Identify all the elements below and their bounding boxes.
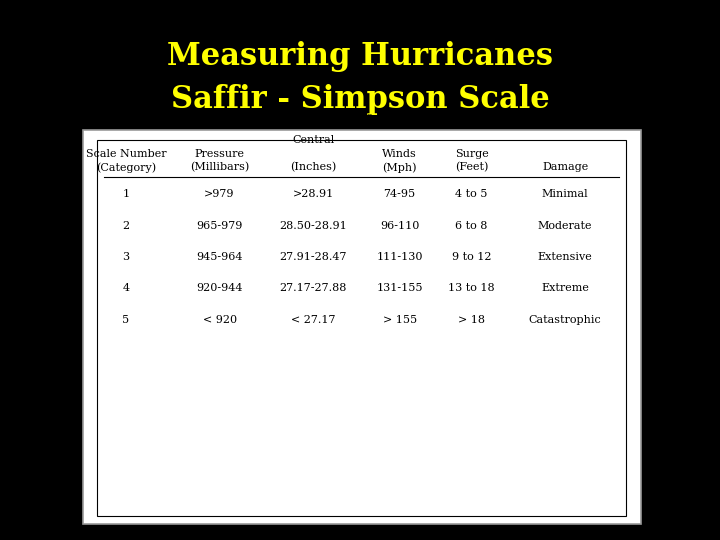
Text: 6 to 8: 6 to 8 [456,221,487,231]
Text: (Inches): (Inches) [290,162,336,173]
Text: 74-95: 74-95 [384,190,415,199]
Text: Winds: Winds [382,149,417,159]
Text: 96-110: 96-110 [380,221,419,231]
Text: Table 1.  Saffir/Simpson Hurricane Scale [Simpson, R.H. (1974)].: Table 1. Saffir/Simpson Hurricane Scale … [190,112,533,120]
Text: Measuring Hurricanes: Measuring Hurricanes [167,41,553,72]
Text: > 155: > 155 [382,315,417,325]
Text: (Mph): (Mph) [382,162,417,173]
Text: Catastrophic: Catastrophic [528,315,602,325]
Text: Damage: Damage [542,163,588,172]
Text: 111-130: 111-130 [377,252,423,262]
Text: 28.50-28.91: 28.50-28.91 [279,221,347,231]
Text: 1: 1 [122,190,130,199]
Text: Minimal: Minimal [542,190,588,199]
Text: >979: >979 [204,190,235,199]
Text: Pressure: Pressure [194,149,245,159]
Text: (Feet): (Feet) [455,162,488,173]
Text: 920-944: 920-944 [197,284,243,293]
Text: Scale Number: Scale Number [86,149,166,159]
Text: Extreme: Extreme [541,284,589,293]
Text: Extensive: Extensive [538,252,593,262]
Text: 965-979: 965-979 [197,221,243,231]
Text: < 920: < 920 [202,315,237,325]
Text: 4: 4 [122,284,130,293]
Text: 5: 5 [122,315,130,325]
Text: 27.17-27.88: 27.17-27.88 [279,284,347,293]
Text: 945-964: 945-964 [197,252,243,262]
Text: >28.91: >28.91 [292,190,334,199]
Text: 4 to 5: 4 to 5 [456,190,487,199]
FancyBboxPatch shape [83,130,641,524]
Text: Saffir - Simpson Scale: Saffir - Simpson Scale [171,84,549,116]
FancyBboxPatch shape [97,140,626,516]
Text: 13 to 18: 13 to 18 [449,284,495,293]
Text: (Millibars): (Millibars) [190,162,249,173]
Text: 131-155: 131-155 [377,284,423,293]
Text: Central: Central [292,136,334,145]
Text: < 27.17: < 27.17 [291,315,336,325]
Text: 3: 3 [122,252,130,262]
Text: 9 to 12: 9 to 12 [452,252,491,262]
Text: 27.91-28.47: 27.91-28.47 [279,252,347,262]
Text: Moderate: Moderate [538,221,593,231]
Text: Surge: Surge [455,149,488,159]
Text: (Category): (Category) [96,162,156,173]
Text: 2: 2 [122,221,130,231]
Text: > 18: > 18 [458,315,485,325]
